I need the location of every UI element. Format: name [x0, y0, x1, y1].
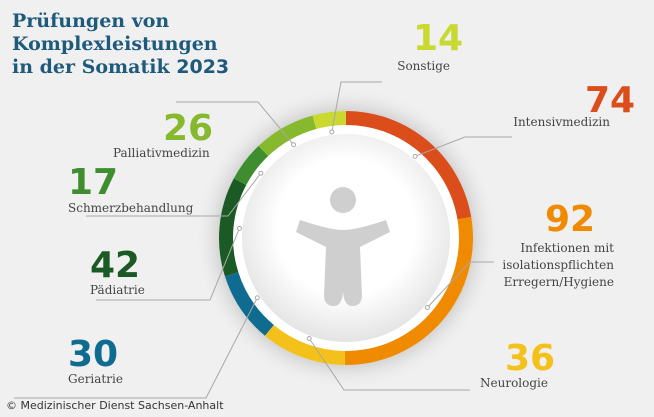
person-figure-icon: [296, 187, 390, 306]
slice-label-6: Palliativmedizin: [113, 146, 210, 160]
slice-value-0: 74: [585, 80, 635, 121]
slice-5: [233, 145, 269, 185]
slice-value-6: 26: [163, 108, 213, 149]
slice-value-3: 30: [68, 334, 118, 375]
leader-line-2: [308, 338, 470, 391]
leader-dot-0: [412, 153, 418, 159]
slice-value-2: 36: [505, 338, 555, 379]
donut-ring: [218, 111, 473, 365]
leader-line-6: [176, 101, 294, 146]
slice-6: [258, 115, 317, 157]
slice-label-3: Geriatrie: [68, 372, 123, 386]
leader-dot-4: [236, 225, 242, 231]
slice-label-2: Neurologie: [480, 376, 548, 390]
copyright-credit: © Medizinischer Dienst Sachsen-Anhalt: [6, 399, 224, 412]
slice-label-7: Sonstige: [397, 59, 450, 73]
slice-value-5: 17: [68, 162, 118, 203]
slice-7: [312, 111, 346, 129]
slice-1: [344, 217, 473, 365]
page-title: Prüfungen von Komplexleistungen in der S…: [12, 10, 229, 79]
leader-line-1: [426, 261, 494, 308]
slice-label-0: Intensivmedizin: [513, 115, 610, 129]
slice-value-1: 92: [545, 199, 595, 240]
slice-2: [264, 324, 345, 365]
title-line-3: in der Somatik: [12, 56, 170, 78]
slice-label-4: Pädiatrie: [90, 283, 145, 297]
slice-3: [224, 272, 274, 336]
leader-dot-5: [258, 170, 264, 176]
leader-dot-7: [329, 129, 335, 135]
slice-4: [218, 178, 247, 277]
title-line-1: Prüfungen von: [12, 10, 170, 32]
leader-dot-1: [424, 305, 430, 311]
slice-label-1: Infektionen mit isolationspflichten Errege…: [502, 241, 614, 289]
leader-line-3: [14, 297, 258, 399]
leader-dot-2: [306, 335, 312, 341]
leader-line-7: [331, 81, 382, 133]
leader-dot-3: [254, 295, 260, 301]
leader-line-0: [414, 136, 512, 157]
slice-value-7: 14: [413, 18, 463, 59]
leader-line-5: [86, 172, 262, 217]
slice-value-4: 42: [90, 245, 140, 286]
slice-0: [346, 111, 472, 220]
leader-line-4: [96, 228, 240, 301]
title-line-2: Komplexleistungen: [12, 33, 218, 55]
slice-label-5: Schmerzbehandlung: [68, 201, 194, 215]
leader-lines: [14, 81, 512, 399]
leader-dot-6: [291, 142, 297, 148]
title-year: 2023: [176, 56, 230, 78]
